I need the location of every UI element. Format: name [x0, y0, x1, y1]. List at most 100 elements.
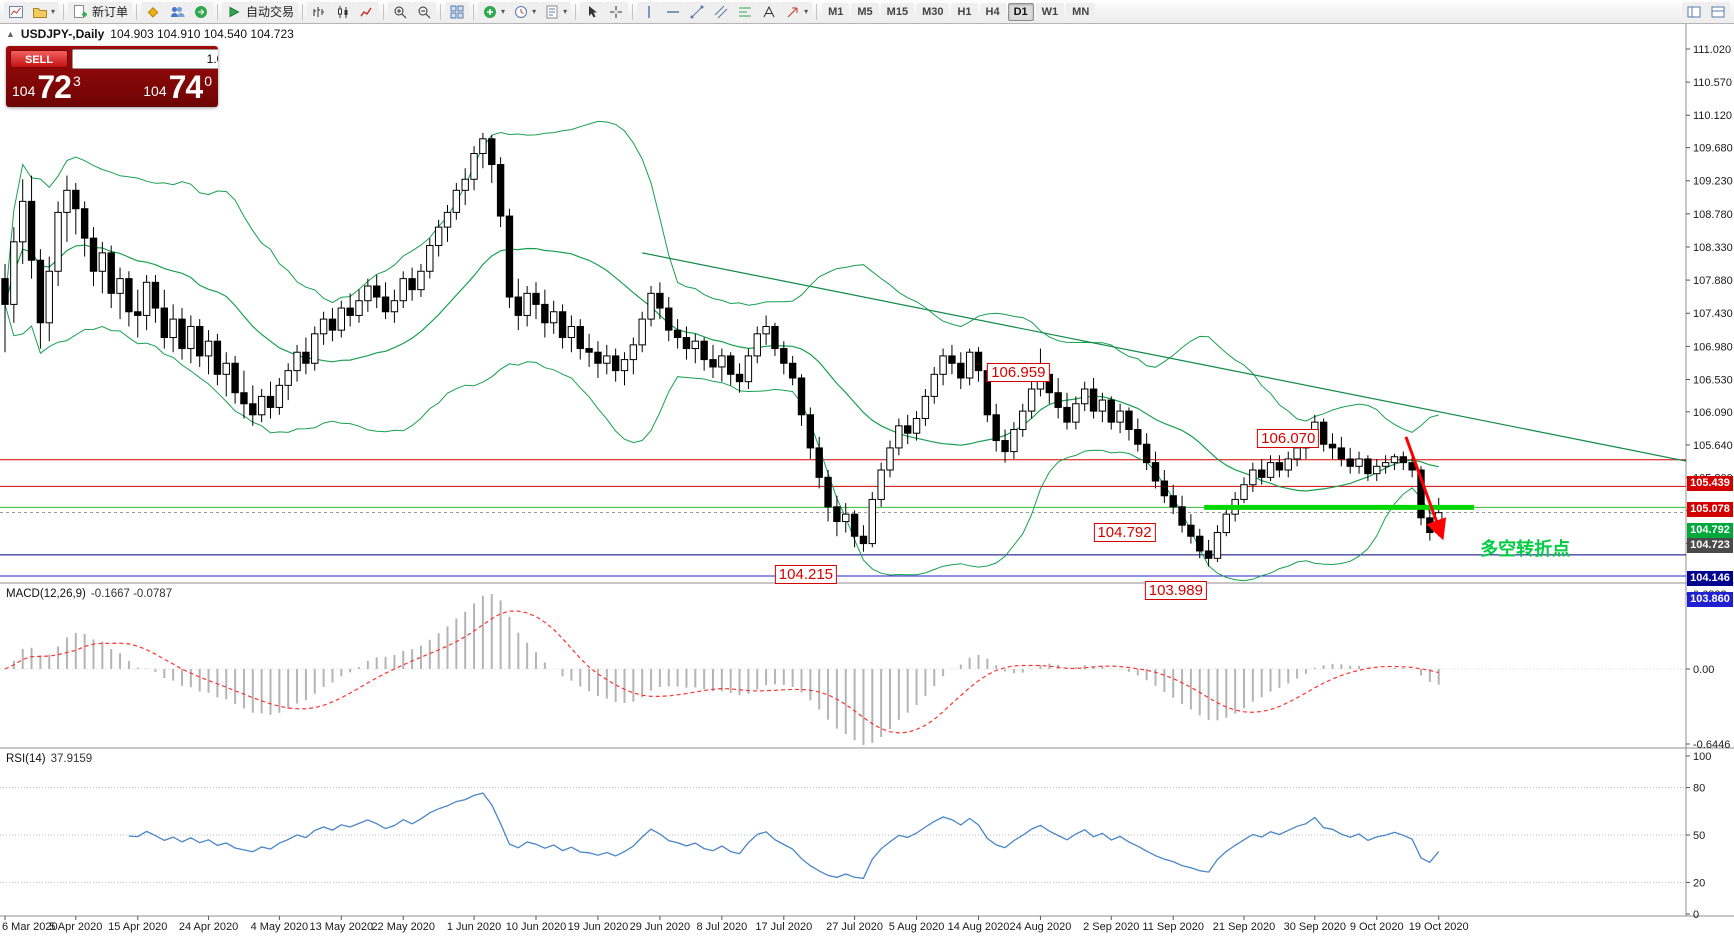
timeframe-h1-button[interactable]: H1 [951, 2, 978, 21]
candle-body [196, 325, 204, 357]
text-button[interactable] [757, 1, 782, 22]
panels-button[interactable] [1682, 1, 1706, 22]
rsi-value: 37.9159 [50, 753, 93, 765]
candle-body [1160, 480, 1169, 497]
templates-icon [546, 5, 558, 18]
tile-windows-button[interactable] [445, 1, 470, 22]
indicators-button[interactable]: ▾ [478, 1, 510, 22]
candle-body [408, 278, 416, 291]
line-chart-button[interactable] [355, 1, 380, 22]
timeframe-w1-button[interactable]: W1 [1035, 2, 1065, 21]
panels-icon [1687, 6, 1701, 17]
zoom-in-button[interactable] [388, 1, 413, 22]
profiles-button[interactable]: ▾ [28, 1, 60, 22]
timeframe-m30-button[interactable]: M30 [916, 2, 950, 21]
candle-body [656, 292, 664, 309]
rsi-axis-label: 50 [1693, 830, 1705, 842]
candle-body [691, 340, 699, 350]
vline-button[interactable] [637, 1, 662, 22]
hline-button[interactable] [661, 1, 686, 22]
buy-price-sup: 0 [204, 73, 212, 89]
buy-price[interactable]: 104 74 0 [143, 71, 212, 103]
community-icon [195, 5, 208, 18]
candle-body [886, 447, 894, 471]
templates-button[interactable]: ▾ [540, 1, 572, 22]
date-label: 21 Sep 2020 [1213, 921, 1275, 933]
timeframe-m1-button[interactable]: M1 [822, 2, 850, 21]
timeframe-m15-button[interactable]: M15 [880, 2, 915, 21]
price-label[interactable]: 104.215 [774, 564, 838, 584]
timeframe-mn-button[interactable]: MN [1066, 2, 1096, 21]
autotrade-label: 自动交易 [246, 5, 295, 19]
candle-body [1063, 406, 1071, 423]
chart-window-icon [9, 5, 23, 18]
price-label[interactable]: 106.070 [1257, 429, 1320, 449]
candle-body [718, 355, 726, 368]
candle-body [293, 351, 301, 372]
date-label: 10 Jun 2020 [506, 921, 567, 933]
favorites-button[interactable] [141, 1, 166, 22]
fibonacci-button[interactable] [733, 1, 758, 22]
community-button[interactable] [189, 1, 214, 22]
price-label[interactable]: 104.792 [1093, 522, 1156, 542]
market-watch-button[interactable] [165, 1, 190, 22]
trendline-button[interactable] [685, 1, 710, 22]
candle-body [80, 208, 89, 239]
cursor-button[interactable] [580, 1, 605, 22]
date-label: 27 Jul 2020 [826, 921, 883, 933]
timeframe-h4-button[interactable]: H4 [979, 2, 1006, 21]
hand-icon [1711, 6, 1725, 17]
candle-body [629, 344, 638, 361]
indicators-icon [484, 5, 497, 18]
sell-button[interactable]: SELL [10, 50, 68, 68]
price-tick-label: 108.780 [1693, 209, 1733, 221]
timeframe-m5-button[interactable]: M5 [851, 2, 879, 21]
price-label[interactable]: 103.989 [1144, 581, 1207, 601]
candle-body [1089, 388, 1098, 412]
channel-button[interactable] [709, 1, 734, 22]
trendline-object[interactable] [642, 252, 1687, 462]
hand-button[interactable] [1706, 1, 1730, 22]
date-label: 11 Sep 2020 [1142, 921, 1204, 933]
bars-chart-button[interactable] [307, 1, 332, 22]
tile-windows-icon [450, 5, 464, 18]
autotrade-button[interactable]: 自动交易 [222, 1, 299, 22]
toolbar-separator [816, 3, 818, 20]
rsi-axis-label: 100 [1693, 751, 1711, 763]
zoom-in-icon [394, 6, 407, 18]
candles-chart-button[interactable] [331, 1, 356, 22]
candle-body [682, 337, 691, 350]
bars-chart-icon [313, 6, 325, 17]
macd-signal-line [4, 610, 1439, 734]
candle-body [1125, 410, 1133, 431]
macd-label: MACD(12,26,9) -0.1667 -0.0787 [6, 588, 172, 600]
volume-stepper[interactable]: ▴▾ [72, 49, 218, 69]
candle-body [10, 241, 18, 305]
toolbar-separator [575, 3, 577, 20]
turning-point-annotation[interactable]: 多空转折点 [1480, 538, 1571, 559]
candle-body [36, 259, 45, 324]
volume-input[interactable] [73, 52, 218, 66]
new-order-button[interactable]: 新订单 [68, 1, 133, 22]
timeframe-d1-button[interactable]: D1 [1007, 2, 1034, 21]
chart-canvas[interactable]: 111.020 110.570 110.120 109.680 109.230 108.7… [0, 24, 1734, 943]
price-axis[interactable]: 111.020 110.570 110.120 109.680 109.230 108.7… [1686, 44, 1733, 551]
chart-window-button[interactable] [4, 1, 28, 22]
candle-body [877, 469, 885, 500]
arrows-button[interactable]: ▾ [781, 1, 813, 22]
candle-body [1417, 469, 1425, 519]
price-label[interactable]: 106.959 [987, 362, 1050, 382]
cursor-icon [589, 5, 598, 17]
candle-body [753, 333, 761, 357]
zoom-out-button[interactable] [412, 1, 437, 22]
arrow-object[interactable] [1404, 436, 1447, 541]
sell-price[interactable]: 104 72 3 [12, 71, 81, 103]
date-label: 17 Jul 2020 [755, 921, 812, 933]
crosshair-button[interactable] [604, 1, 629, 22]
candle-body [187, 325, 195, 350]
candle-body [1010, 429, 1018, 453]
candlesticks [1, 132, 1443, 567]
candle-body [1390, 456, 1399, 464]
periods-button[interactable]: ▾ [509, 1, 541, 22]
